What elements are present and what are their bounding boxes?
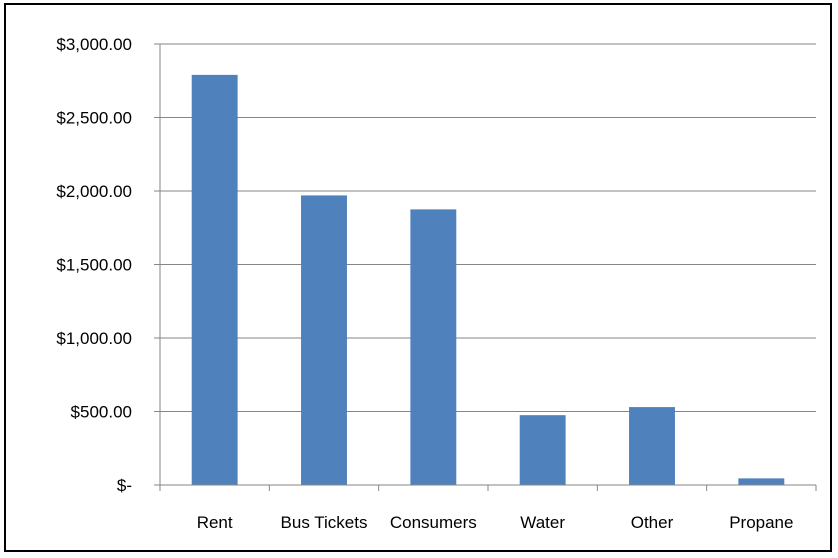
x-tick-label: Water [520,513,565,532]
bar-rent [191,74,238,486]
y-tick-labels: $- $500.00 $1,000.00 $1,500.00 $2,000.00 $2,5… [56,35,132,495]
y-tick-label: $1,500.00 [56,256,132,275]
x-tick-labels: Rent Bus Tickets Consumers Water Other Propan… [197,513,794,532]
x-tick-label: Consumers [390,513,477,532]
y-tick-label: $2,000.00 [56,182,132,201]
bar-propane [738,478,785,485]
x-tick-label: Bus Tickets [281,513,368,532]
y-tick-label: $500.00 [71,403,132,422]
x-tick-label: Rent [197,513,233,532]
y-tick-label: $- [117,476,132,495]
bar-other [629,407,675,485]
x-tick-label: Propane [729,513,793,532]
bar-bus-tickets [301,195,347,485]
y-tick-label: $1,000.00 [56,329,132,348]
bar-water [519,415,566,485]
x-tick-label: Other [631,513,674,532]
axes [159,44,816,486]
bars [191,74,785,486]
y-tick-label: $3,000.00 [56,35,132,54]
y-tick-label: $2,500.00 [56,109,132,128]
gridlines [154,43,817,491]
bar-consumers [410,209,457,485]
